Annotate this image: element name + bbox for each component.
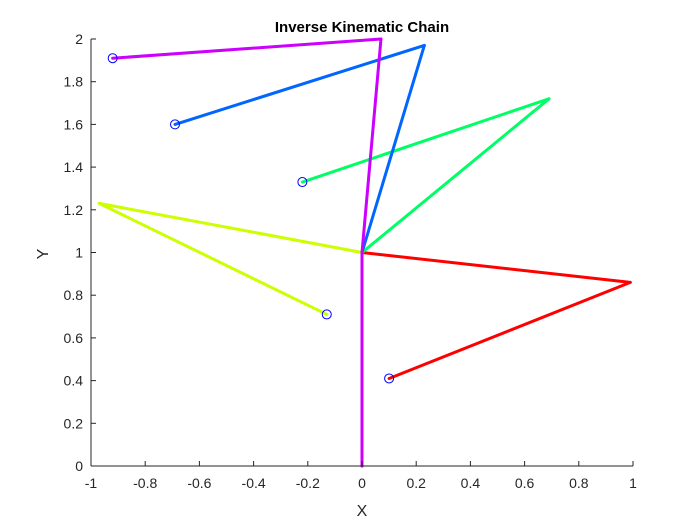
x-tick-label: -1	[85, 475, 98, 491]
series-4-target-marker	[170, 119, 181, 130]
y-tick-label: 1	[75, 245, 83, 261]
y-axis-label: Y	[35, 248, 52, 259]
series-4-link-3	[173, 43, 426, 126]
x-tick-label: -0.6	[187, 475, 211, 491]
series-4-link-2	[360, 43, 426, 254]
y-tick-label: 0.8	[64, 287, 84, 303]
series-2-link-2	[97, 201, 364, 254]
y-tick-label: 0.6	[64, 330, 84, 346]
series-5-target-marker	[107, 53, 118, 64]
y-tick-label: 1.4	[64, 159, 84, 175]
series-2-target-marker	[321, 309, 332, 320]
series-3-target-marker	[297, 177, 308, 188]
y-tick-label: 0	[75, 458, 83, 474]
x-tick-label: 1	[629, 475, 637, 491]
y-tick-label: 1.6	[64, 116, 84, 132]
y-tick-label: 1.2	[64, 202, 84, 218]
series-5-link-2	[360, 37, 383, 254]
series-1-link-3	[387, 280, 632, 380]
x-axis-label: X	[357, 503, 368, 520]
y-tick-label: 2	[75, 31, 83, 47]
x-tick-label: -0.2	[296, 475, 320, 491]
series-5-link-3	[111, 37, 383, 60]
series-1-link-2	[360, 251, 632, 284]
series-layer	[97, 37, 632, 468]
series-1-target-marker	[384, 373, 395, 384]
y-tick-label: 1.8	[64, 74, 84, 90]
series-3-link-3	[300, 97, 551, 184]
x-tick-label: -0.4	[242, 475, 266, 491]
chart-title: Inverse Kinematic Chain	[275, 19, 449, 36]
x-tick-label: 0	[358, 475, 366, 491]
series-2-link-3	[97, 201, 329, 316]
y-tick-label: 0.2	[64, 415, 84, 431]
axes-layer: -1 -0.8 -0.6 -0.4 -0.2 0 0.2 0.4 0.6 0.8 1 0 0.2 0.4 0…	[64, 31, 638, 491]
series-5	[107, 37, 383, 468]
x-tick-label: 0.8	[569, 475, 589, 491]
x-tick-label: 0.4	[461, 475, 481, 491]
x-tick-label: 0.2	[406, 475, 426, 491]
x-tick-label: -0.8	[133, 475, 157, 491]
y-tick-label: 0.4	[64, 373, 84, 389]
series-3-link-2	[360, 97, 551, 254]
x-tick-label: 0.6	[515, 475, 535, 491]
